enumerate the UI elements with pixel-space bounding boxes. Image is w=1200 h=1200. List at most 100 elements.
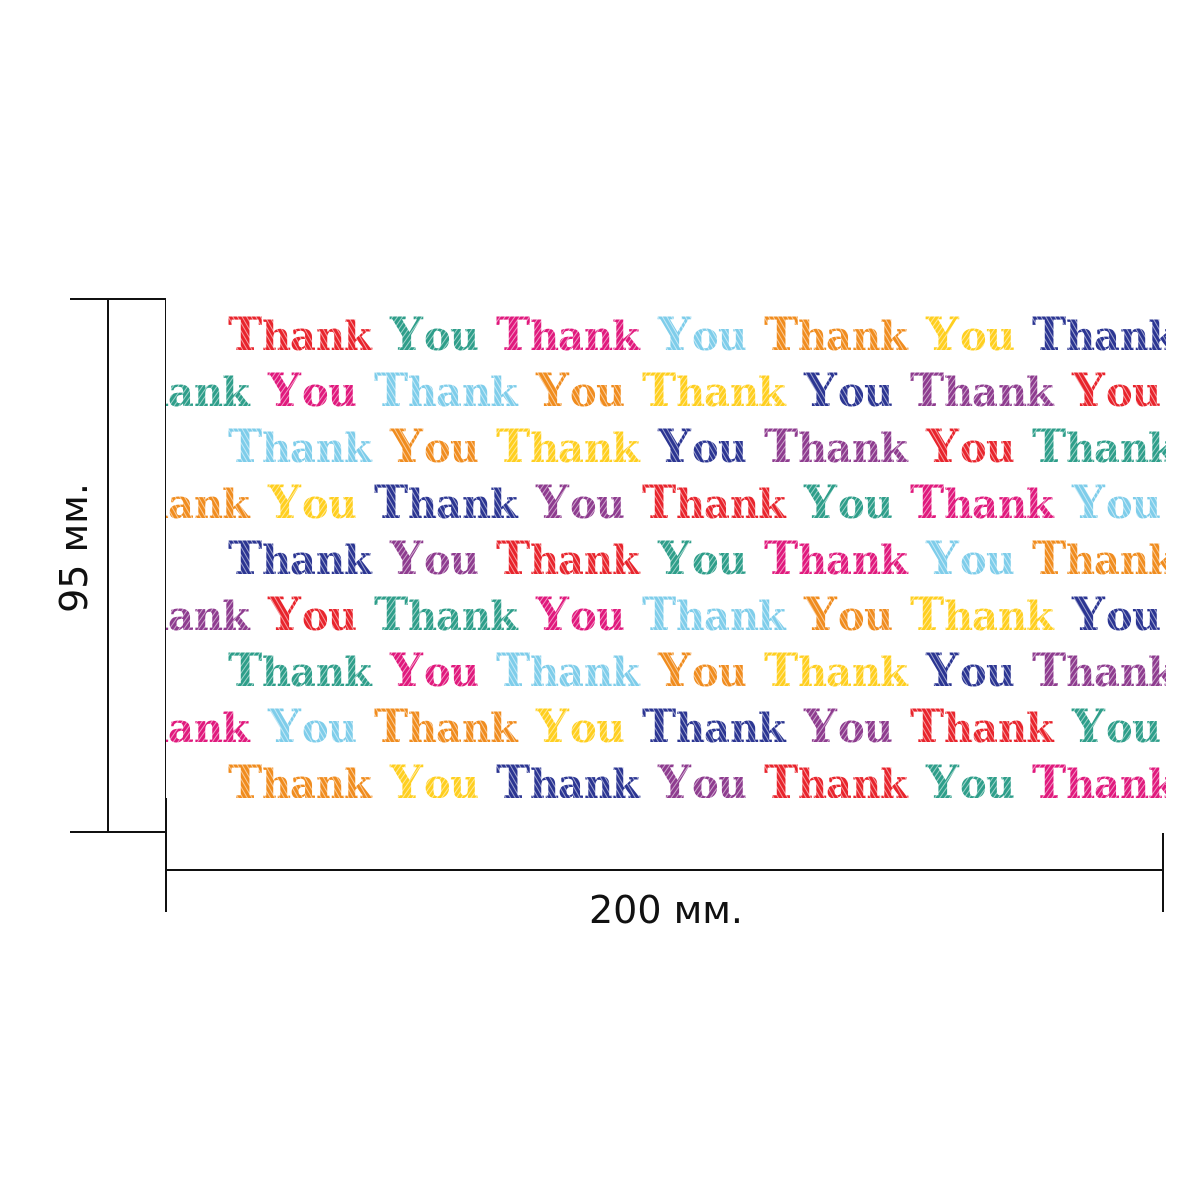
pattern-letter: u (986, 313, 1015, 360)
pattern-letter: k (344, 313, 373, 360)
pattern-letter: o (692, 761, 719, 798)
pattern-letter: k (222, 593, 251, 640)
thank-you-pattern-artwork: ThankYouThankYouThankYouThankYouThankYou… (166, 298, 1166, 798)
pattern-letter: k (1148, 761, 1166, 798)
pattern-letter: n (852, 649, 881, 696)
pattern-letter: n (462, 593, 491, 640)
pattern-letter: a (826, 761, 852, 798)
pattern-letter: k (1148, 649, 1166, 696)
pattern-letter: u (864, 593, 893, 640)
pattern-letter: n (730, 705, 759, 752)
pattern-letter: h (1066, 761, 1095, 798)
pattern-letter: T (496, 419, 530, 473)
pattern-letter: h (262, 761, 291, 798)
pattern-letter: k (612, 649, 641, 696)
pattern-letter: k (344, 537, 373, 584)
pattern-letter: a (558, 313, 584, 360)
pattern-letter: k (490, 369, 519, 416)
pattern-letter: h (676, 705, 705, 752)
pattern-letter: o (960, 537, 987, 584)
pattern-letter: T (228, 755, 262, 798)
pattern-letter: n (584, 537, 613, 584)
pattern-letter: n (730, 481, 759, 528)
pattern-letter: Y (657, 643, 692, 697)
pattern-letter: T (228, 531, 262, 585)
pattern-letter: k (880, 761, 909, 798)
pattern-letter: h (166, 593, 169, 640)
pattern-letter: h (408, 593, 437, 640)
pattern-letter: u (718, 537, 747, 584)
pattern-letter: a (436, 481, 462, 528)
pattern-letter: T (1032, 643, 1066, 697)
pattern-letter: k (490, 593, 519, 640)
width-guide-right (1162, 833, 1164, 912)
pattern-letter: T (374, 587, 408, 641)
pattern-letter: o (692, 649, 719, 696)
pattern-letter: u (328, 481, 357, 528)
pattern-letter: Y (657, 419, 692, 473)
pattern-letter: n (730, 369, 759, 416)
pattern-letter: Y (535, 475, 570, 529)
pattern-letter: T (496, 307, 530, 361)
pattern-letter: h (944, 369, 973, 416)
pattern-letter: T (374, 363, 408, 417)
pattern-letter: a (704, 369, 730, 416)
pattern-letter: a (558, 537, 584, 584)
pattern-letter: Y (389, 755, 424, 798)
pattern-letter: o (424, 761, 451, 798)
pattern-letter: a (558, 649, 584, 696)
pattern-letter: u (328, 593, 357, 640)
pattern-letter: h (944, 705, 973, 752)
pattern-letter: n (316, 313, 345, 360)
pattern-letter: a (290, 537, 316, 584)
pattern-letter: a (290, 425, 316, 472)
pattern-letter: o (692, 313, 719, 360)
pattern-letter: o (424, 425, 451, 472)
pattern-letter: k (612, 425, 641, 472)
pattern-letter: u (986, 649, 1015, 696)
pattern-letter: Y (389, 531, 424, 585)
pattern-letter: Y (1071, 587, 1106, 641)
pattern-letter: u (328, 705, 357, 752)
pattern-letter: T (910, 587, 944, 641)
pattern-letter: o (570, 705, 597, 752)
pattern-letter: o (424, 537, 451, 584)
pattern-letter: h (676, 593, 705, 640)
pattern-letter: n (1120, 313, 1149, 360)
pattern-letter: k (758, 369, 787, 416)
pattern-letter: o (960, 649, 987, 696)
pattern-letter: a (558, 761, 584, 798)
pattern-letter: u (864, 705, 893, 752)
pattern-letter: a (1094, 313, 1120, 360)
pattern-letter: o (692, 425, 719, 472)
pattern-letter: o (570, 481, 597, 528)
pattern-letter: T (228, 419, 262, 473)
pattern-letter: k (758, 481, 787, 528)
pattern-letter: a (436, 369, 462, 416)
pattern-letter: n (852, 425, 881, 472)
pattern-letter: n (852, 313, 881, 360)
pattern-letter: a (972, 705, 998, 752)
pattern-letter: a (436, 705, 462, 752)
pattern-letter: Y (925, 643, 960, 697)
pattern-letter: T (910, 475, 944, 529)
pattern-letter: Y (1071, 363, 1106, 417)
